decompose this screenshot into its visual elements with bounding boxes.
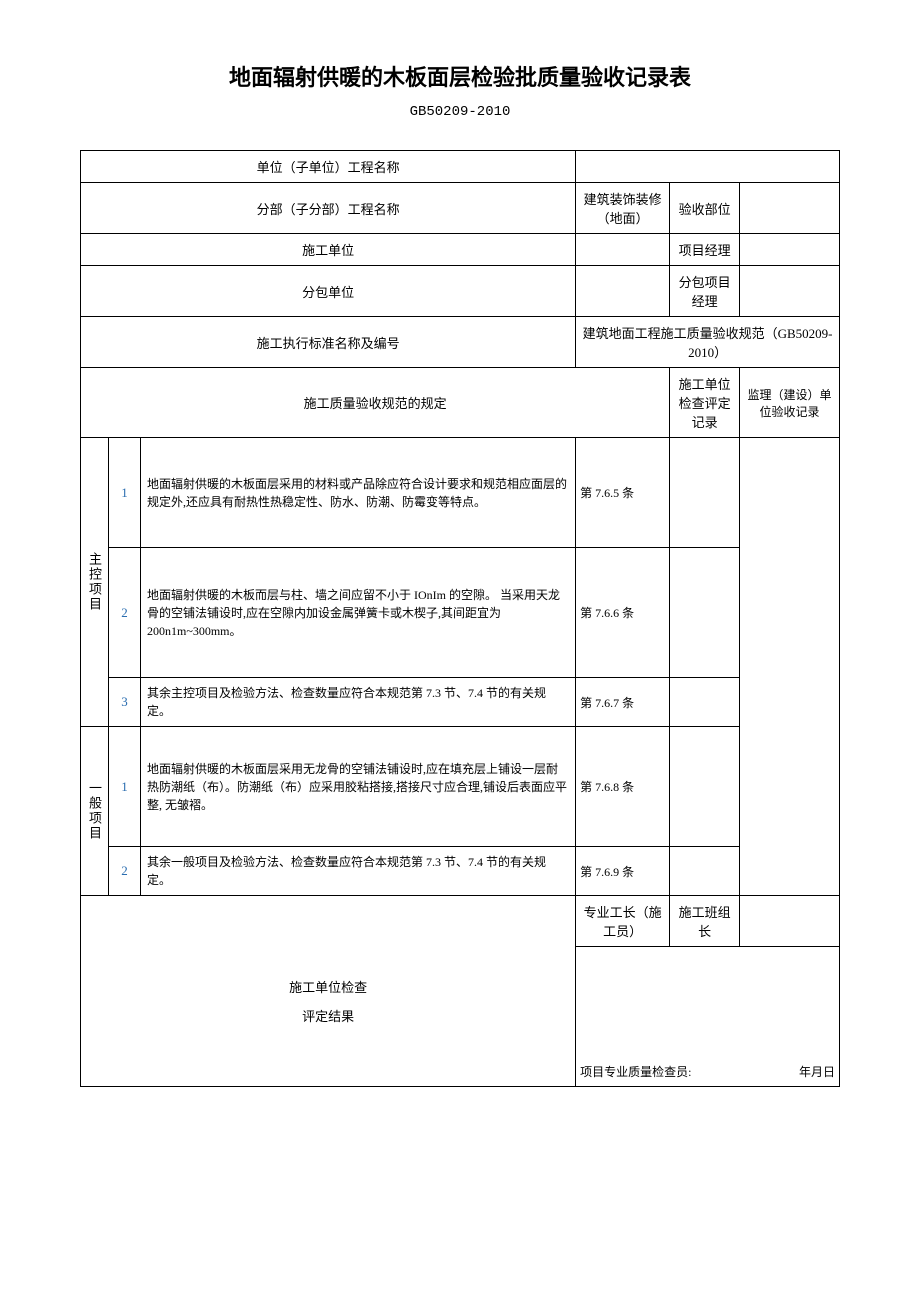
doc-title: 地面辐射供暖的木板面层检验批质量验收记录表 [80, 60, 840, 92]
inspector-label: 项目专业质量检查员: [580, 1065, 691, 1079]
check-cell [670, 727, 740, 847]
general-item-num: 2 [109, 847, 141, 896]
main-item-desc: 地面辐射供暖的木板面层采用的材料或产品除应符合设计要求和规范相应面层的规定外,还… [141, 438, 576, 548]
sub-name-value: 建筑装饰装修（地面） [576, 183, 670, 234]
general-item-ref: 第 7.6.8 条 [576, 727, 670, 847]
sub-proj-manager-value [739, 266, 839, 317]
accept-part-label: 验收部位 [670, 183, 740, 234]
general-item-desc: 其余一般项目及检验方法、检查数量应符合本规范第 7.3 节、7.4 节的有关规定… [141, 847, 576, 896]
subcontract-value [576, 266, 670, 317]
main-item-ref: 第 7.6.5 条 [576, 438, 670, 548]
check-cell [670, 678, 740, 727]
main-item-num: 3 [109, 678, 141, 727]
inspection-table: 单位（子单位）工程名称 分部（子分部）工程名称 建筑装饰装修（地面） 验收部位 … [80, 150, 840, 1087]
standard-value: 建筑地面工程施工质量验收规范（GB50209-2010） [576, 317, 840, 368]
unit-name-label: 单位（子单位）工程名称 [81, 151, 576, 183]
check-cell [670, 548, 740, 678]
supervise-cell [740, 438, 840, 896]
check-cell [670, 847, 740, 896]
main-item-ref: 第 7.6.6 条 [576, 548, 670, 678]
supervise-header: 监理（建设）单位验收记录 [740, 368, 840, 438]
check-cell [670, 438, 740, 548]
general-item-ref: 第 7.6.9 条 [576, 847, 670, 896]
accept-part-value [739, 183, 839, 234]
main-item-desc: 其余主控项目及检验方法、检查数量应符合本规范第 7.3 节、7.4 节的有关规定… [141, 678, 576, 727]
main-item-num: 2 [109, 548, 141, 678]
team-leader-label: 施工班组长 [670, 896, 740, 947]
doc-subtitle: GB50209-2010 [80, 104, 840, 120]
main-item-ref: 第 7.6.7 条 [576, 678, 670, 727]
general-group-label: 一般项目 [81, 727, 109, 896]
check-result-label: 施工单位检查 评定结果 [81, 896, 576, 1087]
proj-manager-label: 项目经理 [670, 234, 740, 266]
subcontract-label: 分包单位 [81, 266, 576, 317]
sub-proj-manager-label: 分包项目经理 [670, 266, 740, 317]
general-item-num: 1 [109, 727, 141, 847]
proj-manager-value [739, 234, 839, 266]
main-item-num: 1 [109, 438, 141, 548]
sub-name-label: 分部（子分部）工程名称 [81, 183, 576, 234]
date-label: 年月日 [799, 1063, 835, 1080]
main-group-label: 主控项目 [81, 438, 109, 727]
construct-unit-value [576, 234, 670, 266]
foreman-label: 专业工长（施工员） [576, 896, 670, 947]
signature-block: 项目专业质量检查员: 年月日 [576, 947, 840, 1087]
footer-blank [740, 896, 840, 947]
check-header: 施工单位检查评定记录 [670, 368, 740, 438]
unit-name-value [576, 151, 840, 183]
main-item-desc: 地面辐射供暖的木板而层与柱、墙之间应留不小于 IOnIm 的空隙。 当采用天龙骨… [141, 548, 576, 678]
construct-unit-label: 施工单位 [81, 234, 576, 266]
standard-label: 施工执行标准名称及编号 [81, 317, 576, 368]
spec-header: 施工质量验收规范的规定 [81, 368, 670, 438]
general-item-desc: 地面辐射供暖的木板面层采用无龙骨的空铺法铺设时,应在填充层上铺设一层耐热防潮纸（… [141, 727, 576, 847]
